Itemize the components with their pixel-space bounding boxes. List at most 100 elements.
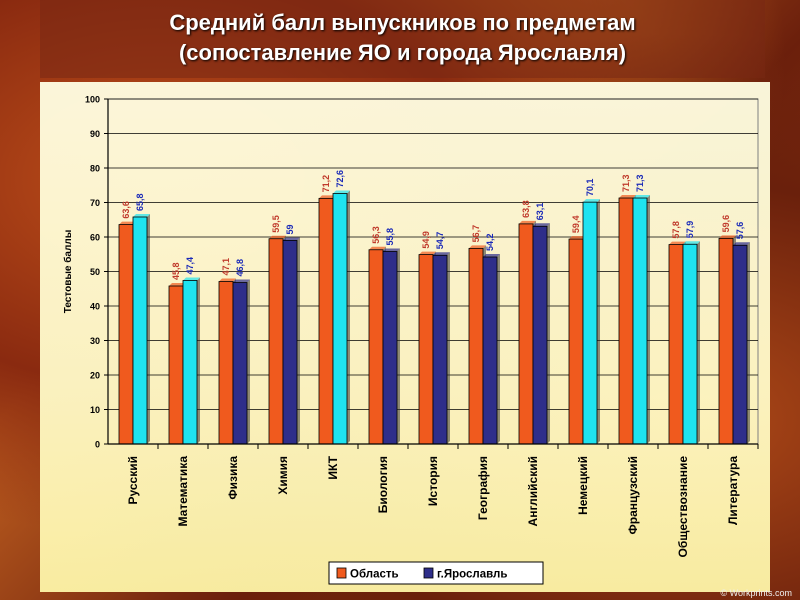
data-label: 46,8 [235, 259, 245, 277]
bar-yaroslavl [532, 225, 548, 445]
bar-side [197, 277, 200, 444]
data-label: 47,4 [185, 257, 195, 275]
y-tick-label: 10 [90, 405, 100, 415]
legend-label-yaroslavl: г.Ярославль [437, 569, 507, 581]
bar-top [319, 195, 336, 199]
bar-top [183, 277, 200, 281]
y-tick-label: 50 [90, 267, 100, 277]
data-label: 57,6 [735, 222, 745, 240]
bar-top [669, 241, 686, 245]
data-label: 56,3 [371, 226, 381, 244]
bar-yaroslavl [482, 256, 498, 445]
data-label: 70,1 [585, 179, 595, 197]
bar-yaroslavl [332, 193, 348, 445]
bar-top [233, 279, 250, 283]
data-label: 72,6 [335, 170, 345, 188]
bar-side [397, 248, 400, 444]
bar-top [219, 278, 236, 282]
bar-top [433, 252, 450, 256]
bar-yaroslavl [732, 244, 748, 445]
bar-oblast [168, 285, 184, 445]
bar-top [519, 220, 536, 224]
bar-side [547, 223, 550, 444]
data-label: 56,7 [471, 225, 481, 243]
y-tick-label: 20 [90, 371, 100, 381]
category-label: История [426, 456, 440, 506]
y-tick-label: 70 [90, 198, 100, 208]
bar-oblast [118, 224, 134, 445]
bar-top [383, 248, 400, 252]
bar-yaroslavl [582, 201, 598, 445]
bar-top [619, 195, 636, 199]
y-tick-label: 0 [95, 440, 100, 450]
bar-side [647, 195, 650, 444]
bar-side [747, 242, 750, 444]
y-tick-label: 30 [90, 336, 100, 346]
slide-title: Средний балл выпускников по предметам (с… [40, 8, 765, 68]
bar-yaroslavl [282, 240, 298, 445]
category-label: Физика [226, 456, 240, 500]
category-label: Русский [126, 456, 140, 505]
data-label: 63,6 [121, 201, 131, 219]
data-label: 45,8 [171, 262, 181, 280]
bar-top [133, 213, 150, 217]
watermark: © Workprints.com [720, 588, 792, 598]
category-label: Химия [276, 456, 290, 495]
legend-box [328, 561, 544, 585]
bar-oblast [518, 223, 534, 445]
bar-side [497, 254, 500, 444]
bar-yaroslavl [232, 282, 248, 445]
bar-oblast [668, 244, 684, 445]
bar-side [147, 213, 150, 444]
data-label: 59,5 [271, 215, 281, 233]
data-label: 71,3 [635, 174, 645, 192]
bar-side [297, 237, 300, 444]
y-tick-label: 80 [90, 164, 100, 174]
bar-oblast [468, 247, 484, 445]
bar-yaroslavl [132, 216, 148, 445]
bar-top [633, 195, 650, 199]
bar-top [169, 282, 186, 286]
bar-oblast [718, 237, 734, 445]
bar-top [369, 246, 386, 250]
category-label: Математика [176, 456, 190, 527]
y-tick-label: 90 [90, 129, 100, 139]
y-tick-label: 60 [90, 233, 100, 243]
bar-oblast [318, 197, 334, 445]
data-label: 54,9 [421, 231, 431, 249]
category-label: Обществознание [676, 456, 690, 558]
data-label: 71,2 [321, 175, 331, 193]
bar-oblast [568, 238, 584, 445]
bar-top [533, 223, 550, 227]
bar-top [719, 235, 736, 239]
bar-oblast [368, 249, 384, 445]
bar-oblast [418, 254, 434, 445]
bar-top [419, 251, 436, 255]
category-label: Немецкий [576, 456, 590, 515]
data-label: 54,2 [485, 233, 495, 251]
category-label: Литература [726, 456, 740, 525]
data-label: 71,3 [621, 174, 631, 192]
bar-yaroslavl [632, 197, 648, 445]
data-label: 59,4 [571, 216, 581, 234]
data-label: 57,8 [671, 221, 681, 239]
bar-yaroslavl [382, 251, 398, 445]
data-label: 59,6 [721, 215, 731, 233]
data-label: 55,8 [385, 228, 395, 246]
data-label: 59 [285, 224, 295, 234]
category-label: Биология [376, 456, 390, 513]
bar-top [483, 254, 500, 258]
bar-top [283, 237, 300, 241]
bar-side [347, 190, 350, 444]
y-axis-label: Тестовые баллы [62, 230, 74, 314]
data-label: 47,1 [221, 258, 231, 276]
bar-yaroslavl [182, 280, 198, 445]
bar-top [683, 241, 700, 245]
title-line-1: Средний балл выпускников по предметам [169, 10, 636, 35]
bar-yaroslavl [682, 243, 698, 445]
bar-top [269, 235, 286, 239]
bar-oblast [618, 197, 634, 445]
bar-top [119, 221, 136, 225]
bar-side [447, 252, 450, 444]
